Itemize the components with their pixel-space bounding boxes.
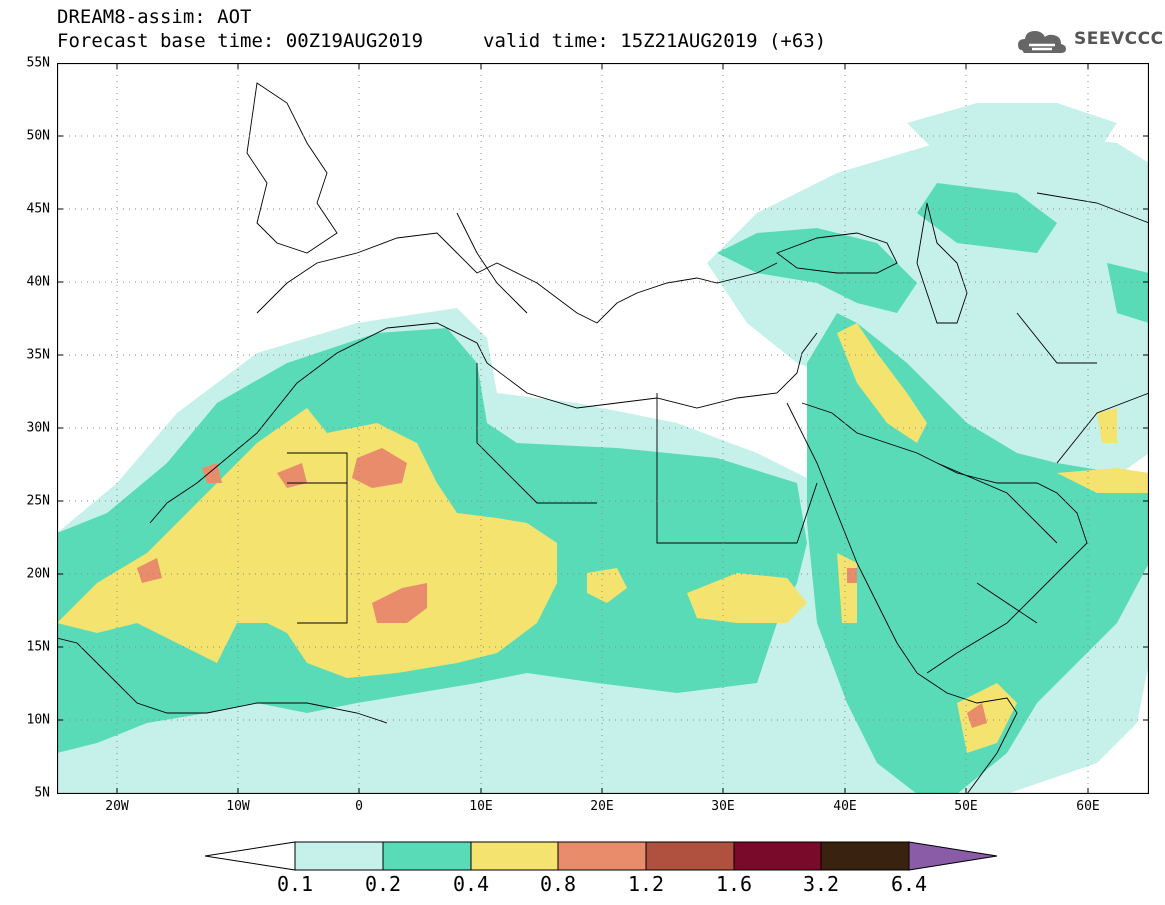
lat-label: 55N bbox=[26, 55, 50, 71]
coastlines bbox=[57, 82, 1149, 794]
colorbar-seg bbox=[382, 841, 472, 871]
colorbar-label: 1.2 bbox=[627, 872, 665, 896]
colorbar-seg-under bbox=[205, 841, 296, 871]
colorbar-seg bbox=[645, 841, 735, 871]
lat-label: 50N bbox=[26, 128, 50, 144]
colorbar-seg bbox=[557, 841, 647, 871]
map-title: DREAM8-assim: AOT bbox=[57, 6, 252, 28]
colorbar-seg-over bbox=[908, 841, 998, 871]
lat-label: 10N bbox=[26, 712, 50, 728]
lat-label: 40N bbox=[26, 274, 50, 290]
lat-label: 30N bbox=[26, 420, 50, 436]
colorbar-label: 3.2 bbox=[802, 872, 840, 896]
lat-label: 20N bbox=[26, 566, 50, 582]
colorbar-label: 0.1 bbox=[276, 872, 314, 896]
colorbar-label: 0.2 bbox=[364, 872, 402, 896]
lon-label: 60E bbox=[1076, 799, 1100, 814]
lon-label: 20W bbox=[105, 799, 129, 814]
lat-label: 25N bbox=[26, 493, 50, 509]
lon-label: 40E bbox=[833, 799, 857, 814]
lat-label: 5N bbox=[34, 785, 50, 801]
aot-level-4 bbox=[137, 448, 987, 728]
colorbar-label: 0.4 bbox=[452, 872, 490, 896]
lon-label: 30E bbox=[711, 799, 735, 814]
lon-label: 10E bbox=[469, 799, 493, 814]
lon-label: 20E bbox=[590, 799, 614, 814]
lon-label: 10W bbox=[226, 799, 250, 814]
graticule bbox=[57, 63, 1149, 794]
colorbar-label: 1.6 bbox=[715, 872, 753, 896]
colorbar-seg bbox=[733, 841, 822, 871]
colorbar-label: 0.8 bbox=[539, 872, 577, 896]
colorbar-seg bbox=[470, 841, 559, 871]
logo-text: SEEVCCC bbox=[1074, 29, 1164, 49]
lat-label: 15N bbox=[26, 639, 50, 655]
colorbar-seg bbox=[820, 841, 910, 871]
aot-level-3 bbox=[57, 323, 1149, 753]
lon-label: 0 bbox=[355, 799, 363, 814]
cloud-icon bbox=[1018, 31, 1066, 53]
aot-map bbox=[57, 63, 1149, 794]
lat-label: 35N bbox=[26, 347, 50, 363]
colorbar bbox=[205, 841, 998, 871]
valid-time: valid time: 15Z21AUG2019 (+63) bbox=[483, 30, 827, 52]
colorbar-label: 6.4 bbox=[890, 872, 928, 896]
lat-label: 45N bbox=[26, 201, 50, 217]
axis-ticks bbox=[57, 63, 1149, 794]
colorbar-seg bbox=[294, 841, 384, 871]
lon-label: 50E bbox=[954, 799, 978, 814]
forecast-base-time: Forecast base time: 00Z19AUG2019 bbox=[57, 30, 424, 52]
